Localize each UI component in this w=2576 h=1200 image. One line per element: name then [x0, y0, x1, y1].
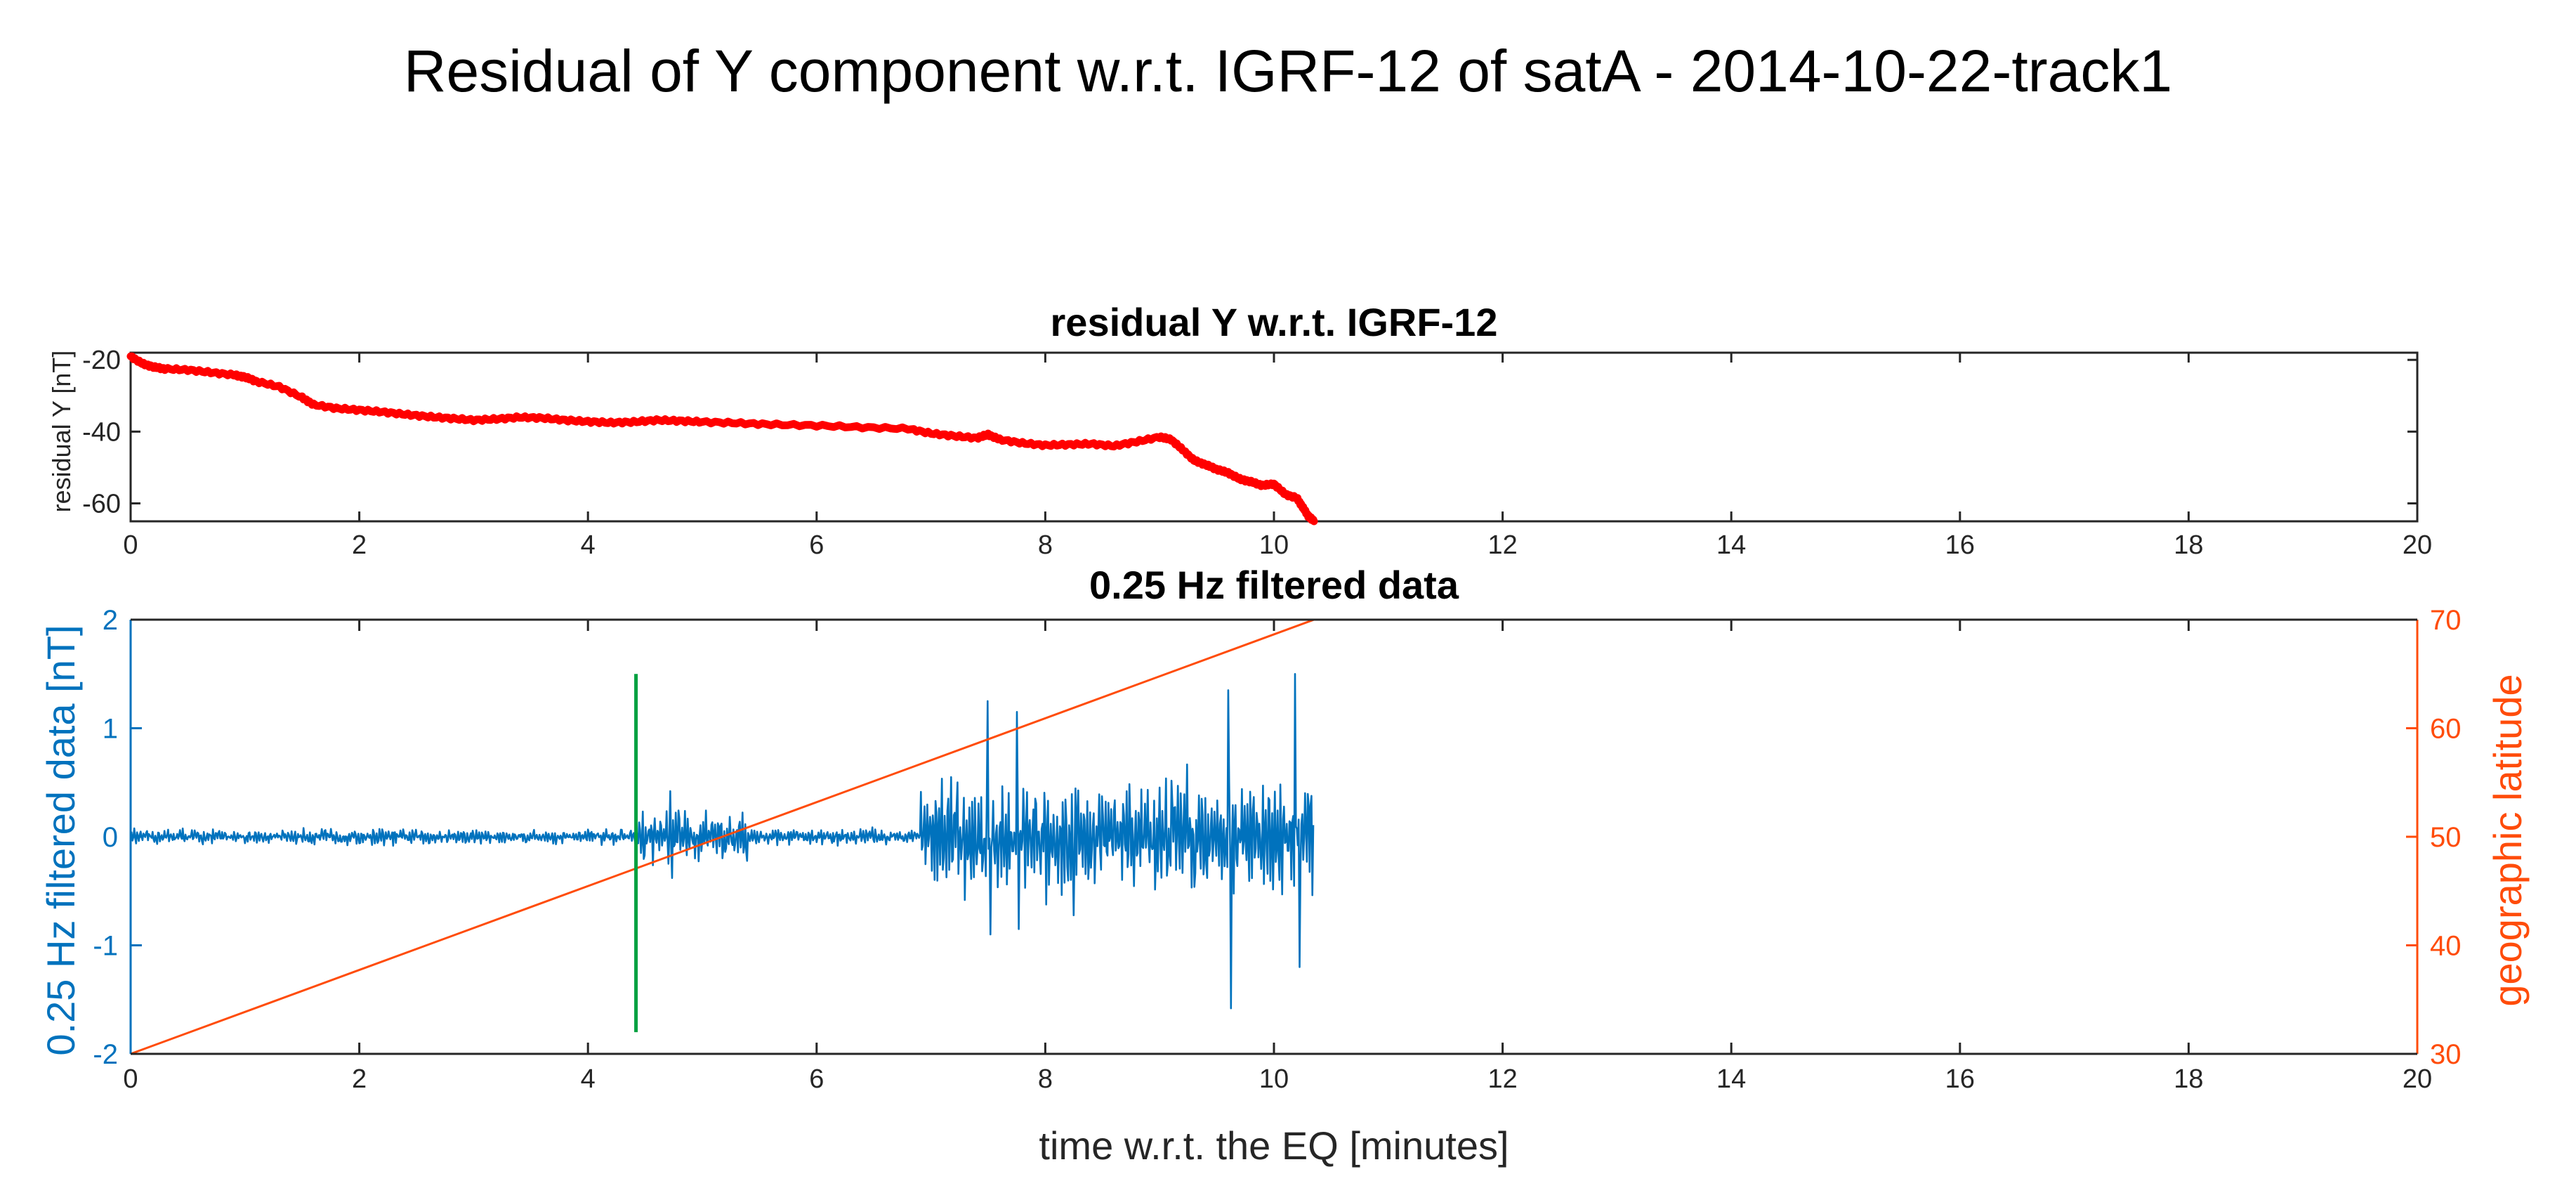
latitude-y-tick-label: 40 [2430, 931, 2462, 962]
filtered-x-tick-label: 12 [1487, 1064, 1517, 1094]
residual-x-ticks: 0 2 4 6 8 10 12 14 16 18 20 [123, 353, 2432, 560]
filtered-y-tick-label: -1 [93, 931, 118, 962]
filtered-x-ticks: 0 2 4 6 8 10 12 14 16 18 20 [123, 620, 2432, 1094]
latitude-y-tick-label: 30 [2430, 1039, 2462, 1070]
residual-series-line [126, 352, 1318, 526]
filtered-series-line [129, 672, 1315, 1010]
filtered-x-tick-label: 16 [1945, 1064, 1975, 1094]
filtered-x-tick-label: 6 [809, 1064, 824, 1094]
residual-y-tick-label: -20 [82, 346, 121, 375]
latitude-y-ticks: 70 60 50 40 30 [2406, 605, 2462, 1070]
residual-y-tick-label: -60 [82, 489, 121, 519]
residual-x-tick-label: 6 [809, 530, 824, 560]
filtered-y-tick-label: 0 [103, 822, 118, 853]
residual-x-tick-label: 12 [1487, 530, 1517, 560]
latitude-y-tick-label: 50 [2430, 822, 2462, 853]
filtered-y-ticks: 2 1 0 -1 -2 [93, 605, 142, 1070]
filtered-x-tick-label: 10 [1259, 1064, 1289, 1094]
residual-panel: residual Y w.r.t. IGRF-12 residual Y [nT… [47, 300, 2432, 560]
residual-x-tick-label: 20 [2403, 530, 2432, 560]
residual-x-tick-label: 2 [352, 530, 367, 560]
filtered-y-tick-label: 2 [103, 605, 118, 636]
residual-y-tick-label: -40 [82, 417, 121, 447]
residual-y-ticks: -20 -40 -60 [82, 346, 2417, 519]
filtered-y-label: 0.25 Hz filtered data [nT] [39, 625, 83, 1055]
latitude-y-tick-label: 60 [2430, 714, 2462, 745]
filtered-x-tick-label: 0 [123, 1064, 138, 1094]
filtered-y-tick-label: 1 [103, 714, 118, 745]
latitude-y-label: geographic latitude [2485, 674, 2530, 1006]
residual-x-tick-label: 0 [123, 530, 138, 560]
filtered-x-tick-label: 4 [581, 1064, 596, 1094]
residual-x-tick-label: 14 [1716, 530, 1746, 560]
filtered-panel: 0.25 Hz filtered data 0.25 Hz filtered d… [39, 563, 2530, 1168]
filtered-y-tick-label: -2 [93, 1039, 118, 1070]
filtered-x-tick-label: 8 [1038, 1064, 1053, 1094]
filtered-x-tick-label: 20 [2403, 1064, 2432, 1094]
filtered-x-tick-label: 14 [1716, 1064, 1746, 1094]
residual-y-label: residual Y [nT] [47, 351, 76, 513]
residual-panel-title: residual Y w.r.t. IGRF-12 [1051, 300, 1498, 344]
residual-x-tick-label: 18 [2174, 530, 2203, 560]
residual-x-tick-label: 16 [1945, 530, 1975, 560]
latitude-y-tick-label: 70 [2430, 605, 2462, 636]
time-x-label: time w.r.t. the EQ [minutes] [1039, 1123, 1509, 1168]
filtered-x-tick-label: 2 [352, 1064, 367, 1094]
residual-x-tick-label: 8 [1038, 530, 1053, 560]
residual-x-tick-label: 4 [581, 530, 596, 560]
residual-x-tick-label: 10 [1259, 530, 1289, 560]
figure-title: Residual of Y component w.r.t. IGRF-12 o… [404, 38, 2172, 104]
latitude-series-line [130, 618, 1315, 1055]
filtered-x-tick-label: 18 [2174, 1064, 2203, 1094]
residual-axes-box [129, 351, 2419, 523]
filtered-panel-title: 0.25 Hz filtered data [1089, 563, 1459, 607]
